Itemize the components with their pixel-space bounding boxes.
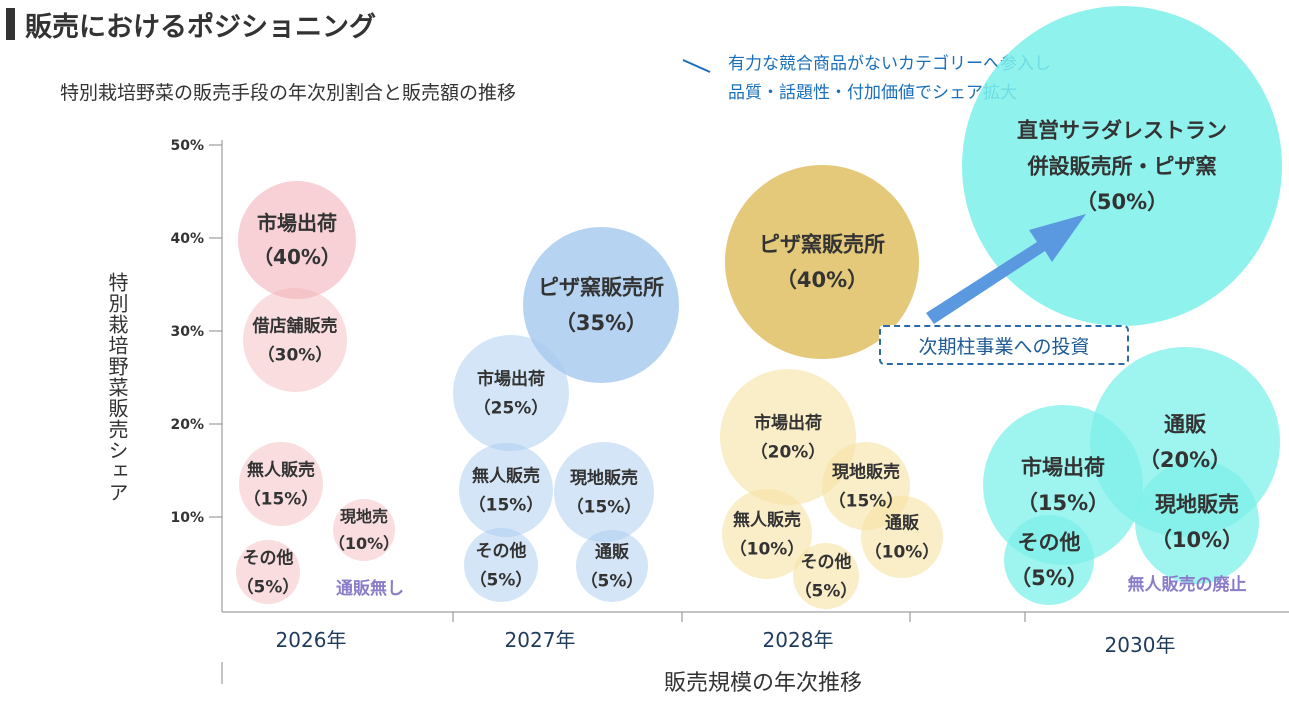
x-tick-label: 2030年 bbox=[1105, 633, 1176, 657]
bubble bbox=[554, 442, 654, 542]
bubble-label: （15%） bbox=[244, 488, 319, 509]
bubble-label: （50%） bbox=[1076, 190, 1168, 214]
bubble-label: ピザ窯販売所 bbox=[759, 233, 885, 257]
bubbles: 市場出荷（40%）借店舗販売（30%）無人販売（15%）現地売（10%）その他（… bbox=[236, 6, 1282, 609]
y-tick-label: 10% bbox=[170, 510, 204, 526]
bubble bbox=[576, 530, 648, 602]
bubble-label: （15%） bbox=[469, 494, 544, 515]
bubble-label: その他 bbox=[243, 548, 294, 569]
bubble-label: （35%） bbox=[555, 311, 647, 335]
chart-subtitle: 特別栽培野菜の販売手段の年次別割合と販売額の推移 bbox=[60, 82, 517, 104]
bubble bbox=[453, 335, 569, 451]
bubble-label: （10%） bbox=[1151, 528, 1243, 552]
strategy-note-line-2: 品質・話題性・付加価値でシェア拡大 bbox=[728, 83, 1017, 103]
bubble-label: （25%） bbox=[474, 397, 549, 418]
bubble bbox=[333, 499, 395, 561]
y-tick-label: 50% bbox=[170, 138, 204, 154]
bubble bbox=[236, 540, 300, 604]
bubble-label: （40%） bbox=[253, 245, 341, 269]
bubble-label: （5%） bbox=[237, 576, 300, 597]
bubble bbox=[1004, 515, 1094, 605]
bubble-label: （10%） bbox=[730, 538, 805, 559]
bubble-label: その他 bbox=[1018, 531, 1081, 555]
bubble-label: 市場出荷 bbox=[257, 211, 337, 235]
bubble-label: （5%） bbox=[795, 580, 858, 601]
bubble-label: （40%） bbox=[776, 268, 868, 292]
strategy-note: 有力な競合商品がないカテゴリーへ参入し 品質・話題性・付加価値でシェア拡大 bbox=[728, 50, 1051, 108]
bubble-label: （10%） bbox=[329, 534, 399, 553]
bubble-label: （20%） bbox=[751, 441, 826, 462]
bubble-label: （30%） bbox=[258, 344, 333, 365]
bubble-label: その他 bbox=[801, 552, 852, 573]
bubble bbox=[238, 181, 356, 299]
bubble-label: その他 bbox=[476, 541, 527, 562]
bubble-label: 市場出荷 bbox=[1021, 456, 1105, 480]
chart-notes: 通販無し 無人販売の廃止 bbox=[336, 574, 1247, 599]
bubble-label: （15%） bbox=[1017, 491, 1109, 515]
x-tick-label: 2027年 bbox=[505, 628, 576, 652]
y-tick-label: 30% bbox=[170, 324, 204, 340]
bubble bbox=[722, 489, 812, 579]
bubble-label: 通販 bbox=[595, 542, 630, 563]
bubble-label: 現地販売 bbox=[832, 462, 900, 483]
bubble-label: 現地販売 bbox=[570, 468, 638, 489]
bubble-label: 現地売 bbox=[340, 507, 388, 526]
x-axis-label: 販売規模の年次推移 bbox=[664, 671, 862, 696]
y-axis-ticks: 10% 20% 30% 40% 50% bbox=[170, 138, 222, 526]
x-tick-label: 2026年 bbox=[276, 628, 347, 652]
bubble-label: （20%） bbox=[1139, 448, 1231, 472]
bubble-label: 通販 bbox=[1164, 413, 1207, 437]
bubble-label: 無人販売 bbox=[472, 466, 540, 487]
y-tick-label: 40% bbox=[170, 231, 204, 247]
bubble-label: 現地販売 bbox=[1155, 493, 1239, 517]
x-tick-label: 2028年 bbox=[763, 628, 834, 652]
bubble bbox=[459, 443, 553, 537]
bubble bbox=[243, 288, 347, 392]
bubble bbox=[464, 528, 538, 602]
bubble-label: （5%） bbox=[1010, 566, 1088, 590]
absence-note: 通販無し bbox=[336, 578, 404, 599]
bubble-label: 市場出荷 bbox=[477, 369, 545, 390]
bubble-label: 直営サラダレストラン bbox=[1017, 119, 1227, 143]
bubble-label: （15%） bbox=[829, 490, 904, 511]
x-axis-ticks: 2026年 2027年 2028年 2030年 bbox=[276, 612, 1176, 657]
title-bar-decoration bbox=[6, 8, 15, 40]
bubble bbox=[725, 165, 919, 359]
page-title: 販売におけるポジショニング bbox=[6, 4, 376, 44]
bubble-label: （5%） bbox=[581, 570, 644, 591]
bubble bbox=[239, 442, 323, 526]
bubble-label: 通販 bbox=[885, 513, 920, 534]
bubble-label: 無人販売 bbox=[733, 510, 801, 531]
bubble bbox=[793, 543, 859, 609]
absence-note: 無人販売の廃止 bbox=[1128, 574, 1247, 595]
strategy-note-line-1: 有力な競合商品がないカテゴリーへ参入し bbox=[728, 54, 1051, 74]
bubble bbox=[861, 496, 943, 578]
growth-arrow bbox=[926, 214, 1086, 324]
bubble-label: ピザ窯販売所 bbox=[538, 276, 664, 300]
bubble bbox=[523, 227, 679, 383]
y-tick-label: 20% bbox=[170, 417, 204, 433]
bubble-label: （5%） bbox=[470, 569, 533, 590]
investment-callout: 次期柱事業への投資 bbox=[879, 325, 1129, 365]
y-axis-label: 特別栽培野菜販売シェア bbox=[105, 272, 129, 503]
page-title-text: 販売におけるポジショニング bbox=[25, 11, 376, 43]
bubble-label: （15%） bbox=[567, 496, 642, 517]
note-leader-line bbox=[682, 59, 711, 73]
bubble-label: 無人販売 bbox=[247, 460, 315, 481]
bubble-label: 併設販売所・ピザ窯 bbox=[1027, 154, 1217, 178]
bubble-label: （10%） bbox=[865, 541, 940, 562]
bubble-label: 市場出荷 bbox=[754, 413, 822, 434]
bubble bbox=[1135, 460, 1259, 584]
bubble-label: 借店舗販売 bbox=[252, 316, 338, 337]
bubble bbox=[720, 369, 856, 505]
